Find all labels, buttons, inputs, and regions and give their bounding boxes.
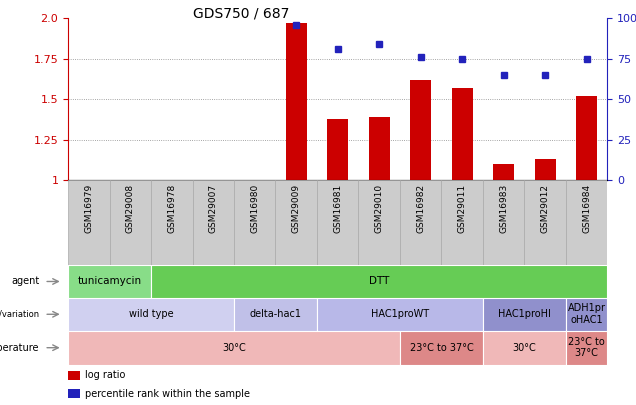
Bar <box>400 180 441 265</box>
Text: delta-hac1: delta-hac1 <box>249 309 301 319</box>
Text: GSM16983: GSM16983 <box>499 183 508 233</box>
Text: temperature: temperature <box>0 343 39 353</box>
Bar <box>566 331 607 364</box>
Text: GSM29008: GSM29008 <box>126 183 135 233</box>
Bar <box>483 331 566 364</box>
Bar <box>317 298 483 331</box>
Bar <box>410 80 431 180</box>
Bar <box>151 265 607 298</box>
Text: GSM29007: GSM29007 <box>209 183 218 233</box>
Text: genotype/variation: genotype/variation <box>0 310 39 319</box>
Bar <box>483 298 566 331</box>
Text: HAC1proHI: HAC1proHI <box>498 309 551 319</box>
Bar <box>68 298 234 331</box>
Bar <box>234 298 317 331</box>
Bar <box>535 159 555 180</box>
Bar <box>576 96 597 180</box>
Text: GSM29010: GSM29010 <box>375 183 384 233</box>
Text: GSM29009: GSM29009 <box>292 183 301 233</box>
Bar <box>400 331 483 364</box>
Bar <box>275 180 317 265</box>
Text: GSM29011: GSM29011 <box>458 183 467 233</box>
Bar <box>483 180 525 265</box>
Bar <box>68 180 109 265</box>
Bar <box>494 164 514 180</box>
Bar <box>566 298 607 331</box>
Text: GSM16978: GSM16978 <box>167 183 176 233</box>
Bar <box>68 389 80 398</box>
Bar <box>68 371 80 380</box>
Text: 30°C: 30°C <box>222 343 246 353</box>
Bar <box>286 23 307 180</box>
Text: DTT: DTT <box>369 277 389 286</box>
Text: wild type: wild type <box>128 309 174 319</box>
Text: agent: agent <box>11 277 39 286</box>
Bar <box>151 180 193 265</box>
Text: GDS750 / 687: GDS750 / 687 <box>193 6 290 20</box>
Text: tunicamycin: tunicamycin <box>78 277 142 286</box>
Bar <box>452 88 473 180</box>
Bar <box>234 180 275 265</box>
Text: GSM16982: GSM16982 <box>416 183 425 233</box>
Bar <box>68 265 151 298</box>
Text: 23°C to 37°C: 23°C to 37°C <box>410 343 473 353</box>
Bar <box>359 180 400 265</box>
Bar <box>369 117 390 180</box>
Text: ADH1pr
oHAC1: ADH1pr oHAC1 <box>568 303 605 325</box>
Text: log ratio: log ratio <box>85 371 126 380</box>
Text: GSM16979: GSM16979 <box>85 183 93 233</box>
Bar <box>109 180 151 265</box>
Text: 30°C: 30°C <box>513 343 536 353</box>
Bar <box>566 180 607 265</box>
Bar <box>317 180 359 265</box>
Bar <box>193 180 234 265</box>
Bar <box>328 119 348 180</box>
Text: GSM16981: GSM16981 <box>333 183 342 233</box>
Text: GSM16984: GSM16984 <box>582 183 591 233</box>
Bar <box>441 180 483 265</box>
Text: percentile rank within the sample: percentile rank within the sample <box>85 389 251 399</box>
Text: GSM29012: GSM29012 <box>541 183 550 232</box>
Text: HAC1proWT: HAC1proWT <box>371 309 429 319</box>
Text: GSM16980: GSM16980 <box>250 183 259 233</box>
Bar <box>68 331 400 364</box>
Bar <box>525 180 566 265</box>
Text: 23°C to
37°C: 23°C to 37°C <box>568 337 605 358</box>
